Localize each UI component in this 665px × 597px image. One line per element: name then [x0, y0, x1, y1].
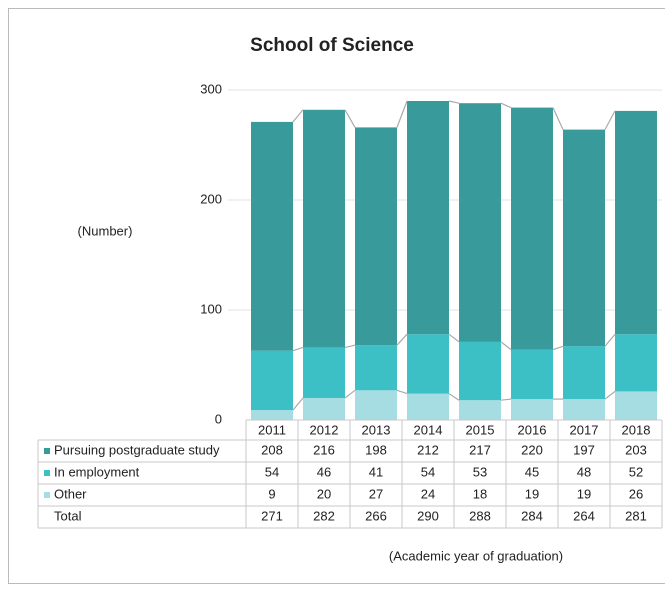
bar-segment — [251, 410, 293, 420]
x-tick-label: 2017 — [570, 422, 599, 437]
y-axis-label: (Number) — [78, 223, 133, 238]
table-value: 54 — [421, 464, 435, 479]
y-tick-label: 300 — [200, 81, 222, 96]
bar-segment — [355, 345, 397, 390]
bar-segment — [407, 334, 449, 393]
bar-segment — [615, 391, 657, 420]
x-tick-label: 2012 — [310, 422, 339, 437]
table-value: 18 — [473, 486, 487, 501]
table-value: 212 — [417, 442, 439, 457]
legend-label: In employment — [54, 464, 140, 479]
x-tick-label: 2013 — [362, 422, 391, 437]
table-value: 284 — [521, 508, 543, 523]
table-value: 48 — [577, 464, 591, 479]
bar-segment — [459, 103, 501, 342]
bar-segment — [459, 342, 501, 400]
x-tick-label: 2016 — [518, 422, 547, 437]
table-value: 24 — [421, 486, 435, 501]
table-value: 20 — [317, 486, 331, 501]
series-line — [605, 391, 615, 399]
y-tick-label: 0 — [215, 411, 222, 426]
x-tick-label: 2018 — [622, 422, 651, 437]
table-value: 41 — [369, 464, 383, 479]
series-line — [397, 334, 407, 345]
series-line — [449, 334, 459, 342]
table-value: 217 — [469, 442, 491, 457]
y-tick-label: 100 — [200, 301, 222, 316]
table-value: 52 — [629, 464, 643, 479]
legend-swatch — [44, 448, 50, 454]
bar-segment — [563, 346, 605, 399]
bar-segment — [615, 334, 657, 391]
series-line — [553, 108, 563, 130]
table-value: 198 — [365, 442, 387, 457]
legend-swatch — [44, 470, 50, 476]
series-line — [345, 345, 355, 347]
bar-segment — [511, 108, 553, 350]
table-value: 290 — [417, 508, 439, 523]
series-line — [345, 110, 355, 128]
bar-segment — [303, 398, 345, 420]
table-value: 216 — [313, 442, 335, 457]
chart-title: School of Science — [250, 35, 414, 56]
legend-swatch — [44, 492, 50, 498]
series-line — [501, 399, 511, 400]
x-tick-label: 2011 — [258, 422, 286, 437]
table-value: 264 — [573, 508, 595, 523]
bar-segment — [563, 399, 605, 420]
x-tick-label: 2015 — [466, 422, 495, 437]
bar-segment — [511, 399, 553, 420]
table-value: 26 — [629, 486, 643, 501]
bar-segment — [615, 111, 657, 334]
bar-segment — [511, 350, 553, 400]
table-value: 9 — [268, 486, 275, 501]
x-tick-label: 2014 — [414, 422, 443, 437]
table-value: 288 — [469, 508, 491, 523]
x-axis-label: (Academic year of graduation) — [389, 548, 563, 563]
table-value: 53 — [473, 464, 487, 479]
table-value: 266 — [365, 508, 387, 523]
series-line — [345, 390, 355, 398]
series-line — [293, 110, 303, 122]
table-value: 220 — [521, 442, 543, 457]
bar-segment — [355, 127, 397, 345]
bar-segment — [303, 347, 345, 398]
bar-segment — [355, 390, 397, 420]
table-value: 19 — [525, 486, 539, 501]
table-value: 19 — [577, 486, 591, 501]
series-line — [605, 111, 615, 130]
legend-label: Pursuing postgraduate study — [54, 442, 220, 457]
table-value: 27 — [369, 486, 383, 501]
bar-segment — [459, 400, 501, 420]
table-value: 46 — [317, 464, 331, 479]
bar-segment — [563, 130, 605, 347]
y-tick-label: 200 — [200, 191, 222, 206]
series-line — [501, 342, 511, 350]
bar-segment — [303, 110, 345, 348]
series-line — [293, 347, 303, 350]
series-line — [449, 394, 459, 401]
series-line — [397, 390, 407, 393]
table-value: 282 — [313, 508, 335, 523]
series-line — [501, 103, 511, 107]
table-value: 271 — [261, 508, 283, 523]
bar-segment — [251, 122, 293, 351]
series-line — [293, 398, 303, 410]
bar-segment — [251, 351, 293, 410]
table-value: 208 — [261, 442, 283, 457]
table-value: 281 — [625, 508, 647, 523]
series-line — [449, 101, 459, 103]
series-line — [553, 346, 563, 349]
bar-segment — [407, 101, 449, 334]
table-value: 45 — [525, 464, 539, 479]
table-value: 203 — [625, 442, 647, 457]
bar-segment — [407, 394, 449, 420]
legend-label: Other — [54, 486, 87, 501]
series-line — [397, 101, 407, 127]
series-line — [605, 334, 615, 346]
total-label: Total — [54, 508, 82, 523]
table-value: 197 — [573, 442, 595, 457]
table-value: 54 — [265, 464, 279, 479]
